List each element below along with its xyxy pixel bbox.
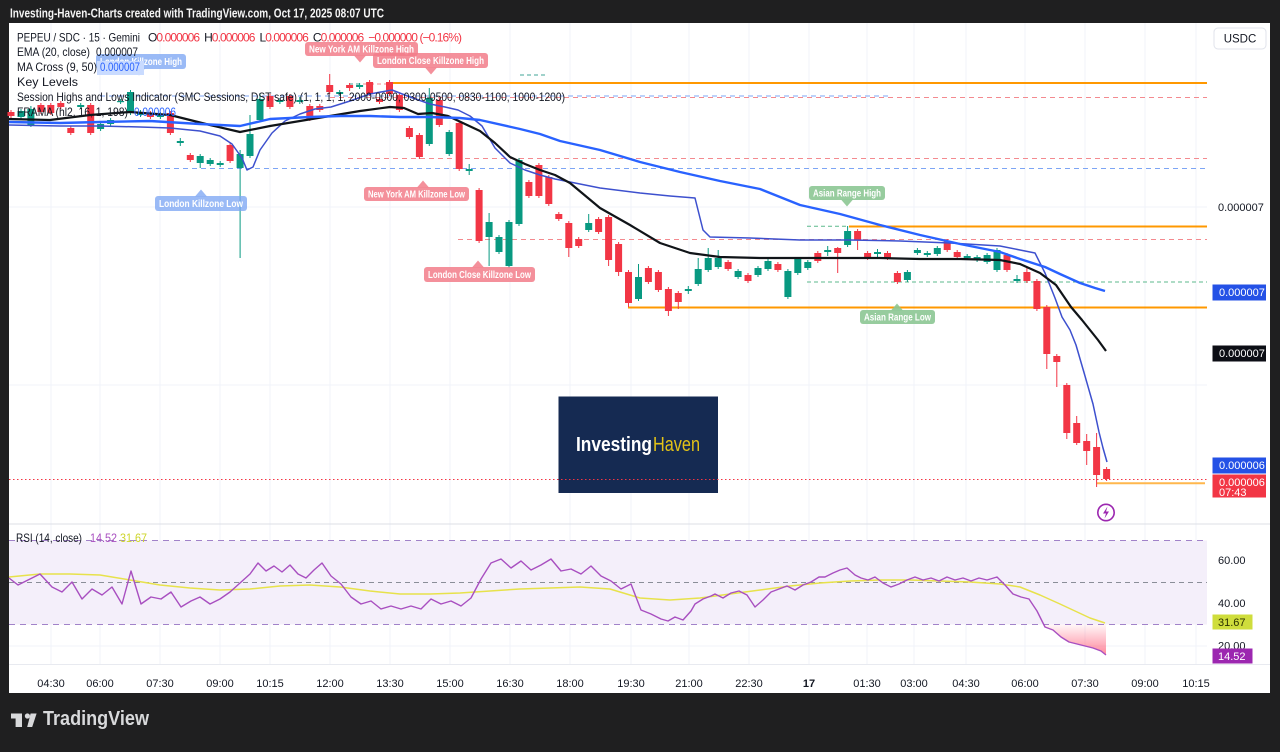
svg-text:Session Highs and Lows Indicat: Session Highs and Lows Indicator (SMC Se… bbox=[17, 90, 565, 104]
svg-text:Key Levels: Key Levels bbox=[17, 75, 78, 89]
svg-text:10:15: 10:15 bbox=[256, 678, 284, 690]
svg-text:0.000006: 0.000006 bbox=[1219, 460, 1265, 472]
svg-text:06:00: 06:00 bbox=[86, 678, 114, 690]
svg-text:16:30: 16:30 bbox=[496, 678, 524, 690]
svg-text:15:00: 15:00 bbox=[436, 678, 464, 690]
svg-text:19:30: 19:30 bbox=[617, 678, 645, 690]
svg-text:0.000007: 0.000007 bbox=[1218, 202, 1264, 214]
svg-text:40.00: 40.00 bbox=[1218, 598, 1246, 610]
svg-text:07:30: 07:30 bbox=[1071, 678, 1099, 690]
svg-text:18:00: 18:00 bbox=[556, 678, 584, 690]
svg-text:0.000007: 0.000007 bbox=[1219, 348, 1265, 360]
svg-text:London Killzone Low: London Killzone Low bbox=[159, 199, 243, 210]
svg-text:Investing-Haven-Charts created: Investing-Haven-Charts created with Trad… bbox=[10, 7, 384, 21]
svg-text:12:00: 12:00 bbox=[316, 678, 344, 690]
svg-text:Haven: Haven bbox=[653, 434, 700, 456]
svg-text:17: 17 bbox=[803, 678, 815, 690]
svg-text:31.67: 31.67 bbox=[1218, 617, 1246, 629]
svg-text:14.52: 14.52 bbox=[90, 531, 117, 545]
svg-text:04:30: 04:30 bbox=[952, 678, 980, 690]
svg-text:0.000006: 0.000006 bbox=[134, 105, 176, 119]
svg-text:21:00: 21:00 bbox=[675, 678, 703, 690]
svg-text:New York AM Killzone High: New York AM Killzone High bbox=[309, 45, 414, 56]
svg-text:EMA (20, close): EMA (20, close) bbox=[17, 45, 90, 59]
svg-text:01:30: 01:30 bbox=[853, 678, 881, 690]
svg-text:London Close Killzone High: London Close Killzone High bbox=[377, 56, 484, 67]
svg-text:0.000007: 0.000007 bbox=[1219, 287, 1265, 299]
svg-text:04:30: 04:30 bbox=[37, 678, 65, 690]
svg-text:TradingView: TradingView bbox=[43, 708, 149, 730]
svg-text:Asian Range High: Asian Range High bbox=[813, 189, 881, 200]
svg-text:06:00: 06:00 bbox=[1011, 678, 1039, 690]
svg-text:New York AM Killzone Low: New York AM Killzone Low bbox=[368, 190, 465, 201]
svg-text:07:43: 07:43 bbox=[1219, 487, 1247, 499]
svg-text:RSI (14, close): RSI (14, close) bbox=[16, 531, 82, 545]
svg-text:MA Cross (9, 50): MA Cross (9, 50) bbox=[17, 60, 97, 74]
svg-text:09:00: 09:00 bbox=[1131, 678, 1159, 690]
svg-text:0.000007: 0.000007 bbox=[100, 60, 140, 74]
svg-text:09:00: 09:00 bbox=[206, 678, 234, 690]
svg-text:10:15: 10:15 bbox=[1182, 678, 1210, 690]
svg-text:FRAMA (hl2, 16, 1, 198): FRAMA (hl2, 16, 1, 198) bbox=[17, 105, 128, 119]
svg-text:Asian Range Low: Asian Range Low bbox=[864, 313, 931, 324]
svg-text:0.000006: 0.000006 bbox=[1219, 477, 1265, 489]
svg-text:22:30: 22:30 bbox=[735, 678, 763, 690]
svg-text:60.00: 60.00 bbox=[1218, 555, 1246, 567]
svg-text:USDC: USDC bbox=[1224, 34, 1257, 46]
svg-text:0.000007: 0.000007 bbox=[96, 45, 138, 59]
svg-text:31.67: 31.67 bbox=[120, 531, 147, 545]
svg-text:PEPEU / SDC · 15 · Gemini: PEPEU / SDC · 15 · Gemini bbox=[17, 31, 140, 45]
svg-text:Investing: Investing bbox=[576, 434, 652, 456]
svg-text:03:00: 03:00 bbox=[900, 678, 928, 690]
svg-text:07:30: 07:30 bbox=[146, 678, 174, 690]
svg-text:13:30: 13:30 bbox=[376, 678, 404, 690]
svg-text:14.52: 14.52 bbox=[1218, 651, 1246, 663]
svg-text:London Close Killzone Low: London Close Killzone Low bbox=[428, 270, 531, 281]
